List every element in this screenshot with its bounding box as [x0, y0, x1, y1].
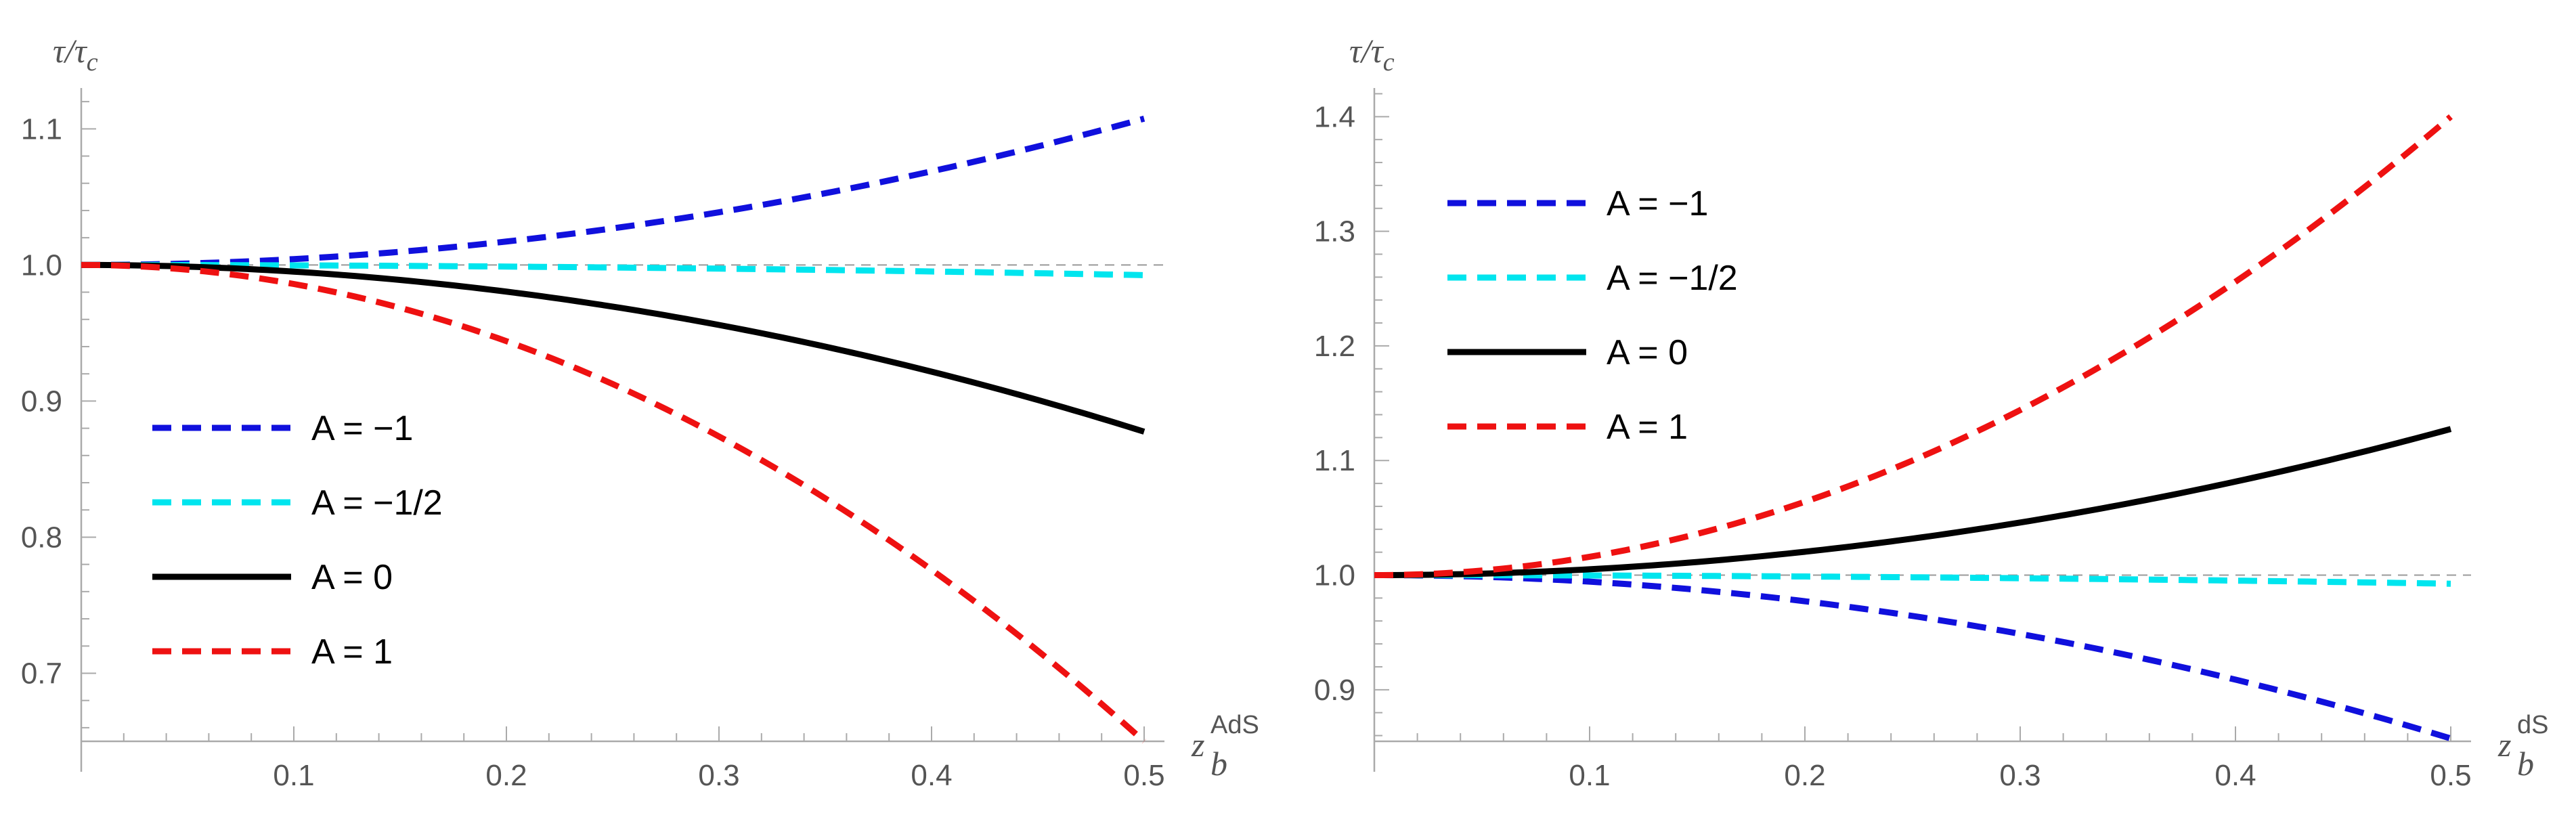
legend-label-3: A = 1: [1607, 408, 1688, 447]
series-line-2: [1374, 426, 2452, 579]
right-panel-ds: 0.1 0.2 0.3 0.4 0.5 0.9 1.0 1.1 1.2 1.3 1.4 A = −1 A…: [1314, 32, 2549, 792]
x-axis-title: z: [2497, 726, 2511, 764]
legend-label-0: A = −1: [1607, 184, 1708, 223]
y-axis-title: τ/τc: [1349, 32, 1395, 77]
legend-label-1: A = −1/2: [311, 483, 443, 523]
legend-label-1: A = −1/2: [1607, 259, 1738, 298]
legend-label-2: A = 0: [311, 558, 393, 597]
y-tick-label: 1.3: [1314, 215, 1355, 248]
series-line-1: [1374, 572, 2451, 587]
x-tick-label: 0.1: [273, 759, 314, 792]
legend-label-0: A = −1: [311, 409, 413, 448]
x-axis-title-sup: dS: [2517, 711, 2548, 739]
x-tick-label: 0.4: [911, 759, 952, 792]
y-tick-label: 1.0: [21, 248, 62, 282]
y-tick-label: 1.1: [1314, 444, 1355, 477]
y-tick-label: 0.8: [21, 521, 62, 554]
y-tick-label: 1.0: [1314, 559, 1355, 592]
y-tick-label: 1.1: [21, 112, 62, 146]
x-tick-label: 0.5: [1123, 759, 1164, 792]
x-axis-title-sub: b: [2517, 745, 2534, 783]
y-axis-title: τ/τc: [53, 32, 98, 77]
x-tick-label: 0.5: [2430, 759, 2471, 792]
y-tick-label: 1.4: [1314, 100, 1355, 133]
x-tick-label: 0.2: [485, 759, 527, 792]
series-line-0: [1374, 572, 2452, 742]
x-tick-label: 0.3: [1999, 759, 2040, 792]
x-tick-label: 0.2: [1784, 759, 1825, 792]
y-tick-label: 0.7: [21, 657, 62, 690]
x-axis-title-sub: b: [1210, 745, 1227, 783]
x-axis-title-sup: AdS: [1210, 711, 1259, 739]
series-line-0: [81, 115, 1145, 268]
y-tick-label: 0.9: [21, 385, 62, 418]
series-line-3: [81, 261, 1146, 744]
series-line-3: [1374, 114, 2453, 579]
x-tick-label: 0.1: [1569, 759, 1610, 792]
left-panel-ads: 0.1 0.2 0.3 0.4 0.5 0.7 0.8 0.9 1.0 1.1 A = −1 A = …: [21, 32, 1259, 792]
x-axis-title: z: [1191, 726, 1204, 764]
series-line-2: [81, 261, 1145, 435]
x-tick-label: 0.3: [698, 759, 739, 792]
x-tick-label: 0.4: [2214, 759, 2256, 792]
y-tick-label: 0.9: [1314, 674, 1355, 707]
y-tick-label: 1.2: [1314, 330, 1355, 363]
legend-label-3: A = 1: [311, 632, 393, 672]
legend-label-2: A = 0: [1607, 333, 1688, 372]
